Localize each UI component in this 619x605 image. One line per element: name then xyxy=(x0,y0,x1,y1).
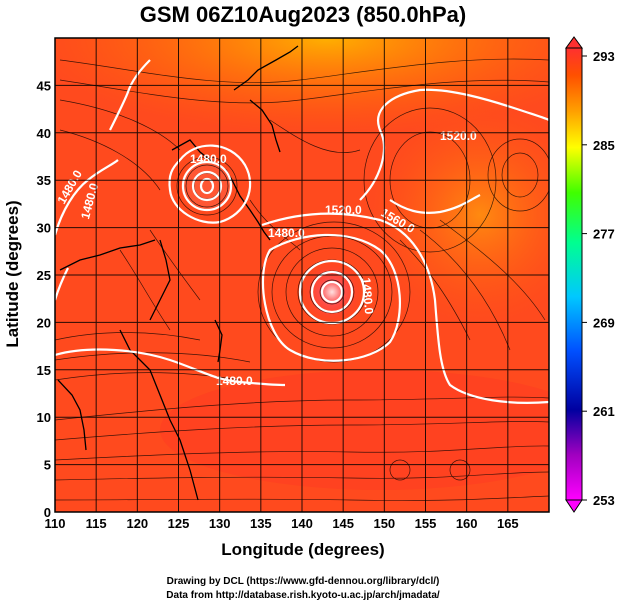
x-tick-label: 150 xyxy=(373,516,395,531)
y-tick-label: 25 xyxy=(37,268,51,283)
typhoon-core xyxy=(300,260,364,324)
y-tick-label: 0 xyxy=(44,505,51,520)
x-tick-label: 160 xyxy=(456,516,478,531)
x-tick-label: 145 xyxy=(332,516,354,531)
colorbar-ticks: 293 285 277 269 261 253 xyxy=(582,49,615,508)
y-tick-label: 10 xyxy=(37,410,51,425)
y-tick-label: 45 xyxy=(37,78,51,93)
map-title: GSM 06Z10Aug2023 (850.0hPa) xyxy=(140,2,466,27)
x-axis-ticks: 110 115 120 125 130 135 140 145 150 155 160 165 xyxy=(45,516,519,531)
colorbar-tick-label: 261 xyxy=(593,404,615,419)
x-tick-label: 110 xyxy=(45,516,66,531)
y-tick-label: 30 xyxy=(37,221,51,236)
contour-label: 1480.0 xyxy=(190,152,227,166)
contour-label: 1480.0 xyxy=(268,226,305,240)
colorbar-tick-label: 293 xyxy=(593,49,615,64)
x-tick-label: 130 xyxy=(209,516,231,531)
y-tick-label: 20 xyxy=(37,315,51,330)
colorbar: 293 285 277 269 261 253 xyxy=(565,36,615,513)
colorbar-tick-label: 285 xyxy=(593,138,615,153)
credit-drawing: Drawing by DCL (https://www.gfd-dennou.o… xyxy=(167,576,440,587)
y-tick-label: 40 xyxy=(37,126,51,141)
contour-label: 1480.0 xyxy=(359,277,376,315)
colorbar-tick-label: 269 xyxy=(593,315,615,330)
low-contour-inner xyxy=(199,177,215,195)
contour-label: 1520.0 xyxy=(440,129,477,143)
warm-region-east xyxy=(370,105,549,325)
colorbar-gradient xyxy=(565,47,583,501)
x-tick-label: 140 xyxy=(291,516,313,531)
contour-label: 1480.0 xyxy=(216,374,253,388)
x-tick-label: 120 xyxy=(126,516,148,531)
colorbar-top-arrow xyxy=(565,36,583,49)
x-tick-label: 125 xyxy=(168,516,190,531)
lat-lon-grid xyxy=(55,38,549,512)
x-tick-label: 165 xyxy=(497,516,519,531)
y-tick-label: 35 xyxy=(37,173,51,188)
x-axis-label: Longitude (degrees) xyxy=(221,540,384,559)
colorbar-tick-label: 277 xyxy=(593,227,615,242)
y-tick-label: 5 xyxy=(44,458,51,473)
y-axis-label: Latitude (degrees) xyxy=(3,200,22,347)
colorbar-tick-label: 253 xyxy=(593,493,615,508)
x-tick-label: 115 xyxy=(86,516,107,531)
x-tick-label: 135 xyxy=(250,516,272,531)
typhoon-contour-inner xyxy=(320,280,344,304)
y-tick-label: 15 xyxy=(37,363,51,378)
x-tick-label: 155 xyxy=(415,516,437,531)
plot-frame xyxy=(54,37,550,513)
credit-data: Data from http://database.rish.kyoto-u.a… xyxy=(166,590,440,601)
y-axis-ticks: 0 5 10 15 20 25 30 35 40 45 xyxy=(37,78,51,520)
colorbar-bottom-arrow xyxy=(565,499,583,513)
